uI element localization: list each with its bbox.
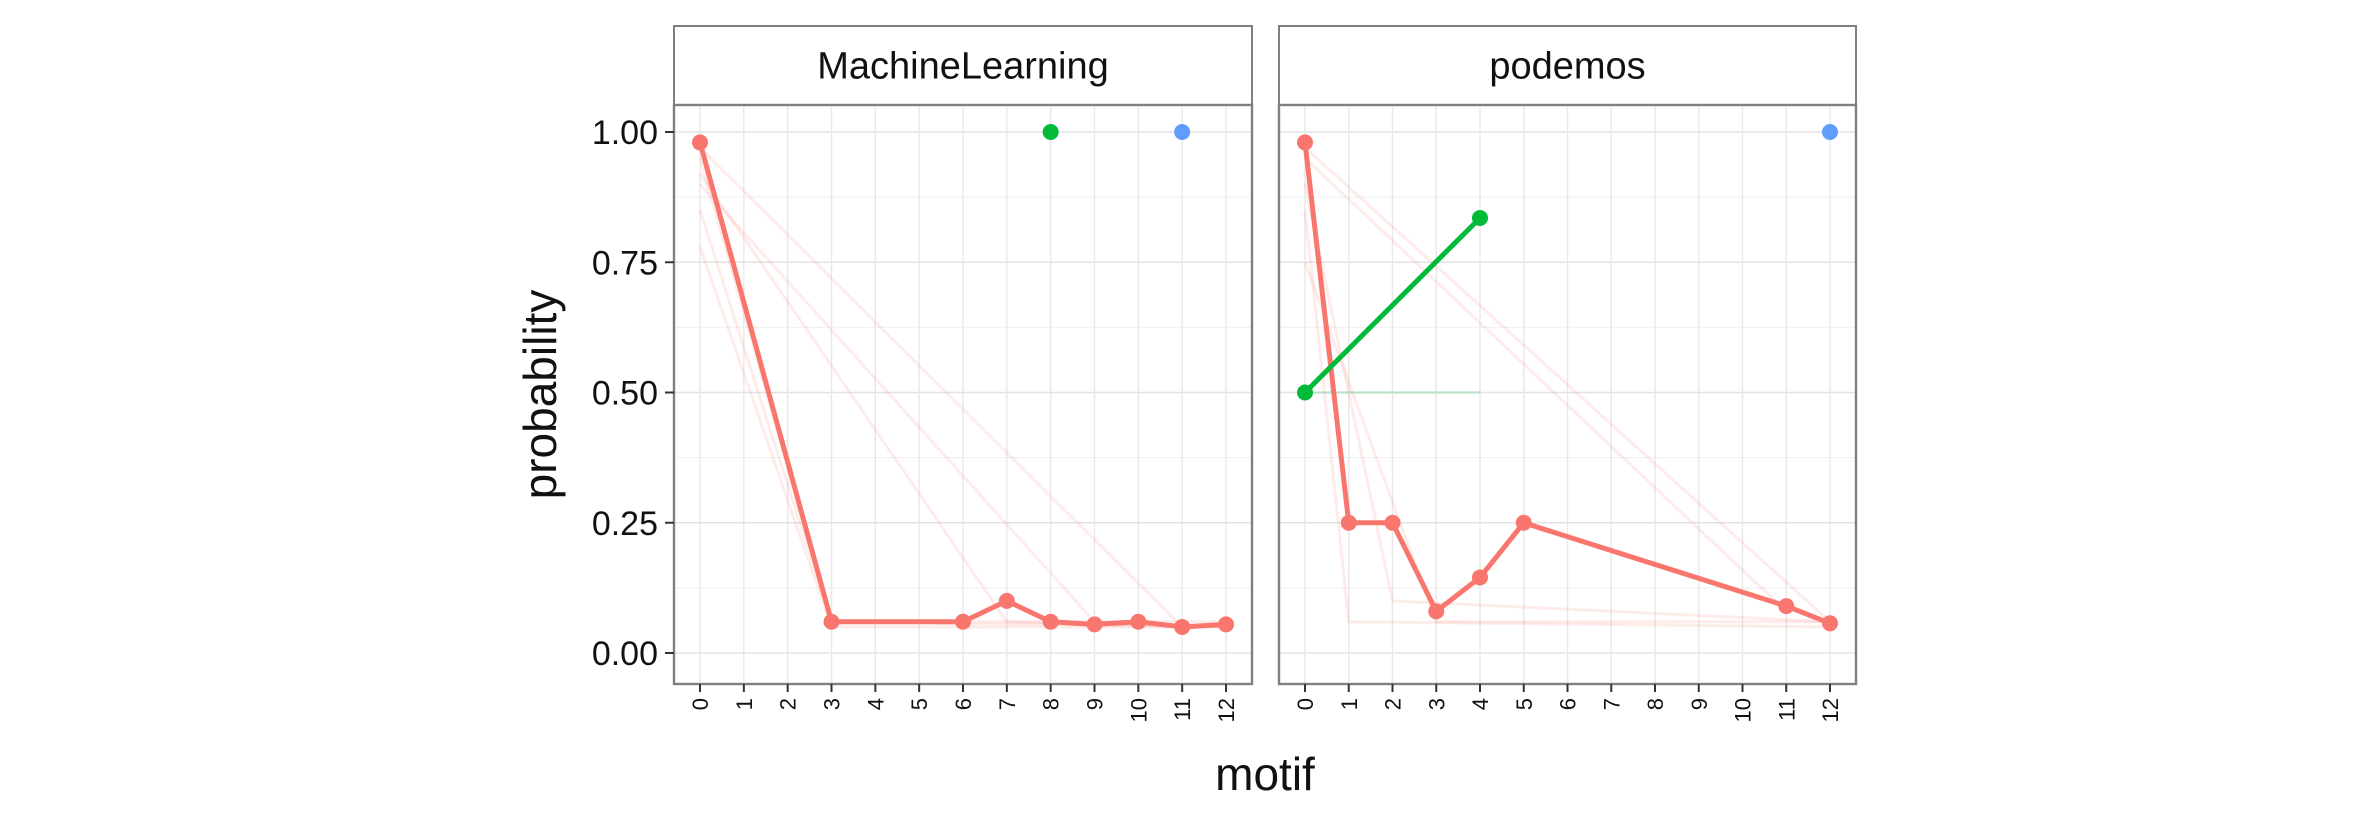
x-tick-label: 6 [951, 698, 976, 710]
x-tick-label: 1 [1337, 698, 1362, 710]
data-point [1340, 514, 1357, 531]
data-point [1042, 613, 1059, 630]
data-point [1174, 618, 1191, 635]
x-tick-label: 2 [776, 698, 801, 710]
x-tick-label: 7 [995, 698, 1020, 710]
x-tick-label: 10 [1731, 698, 1756, 722]
data-point [1778, 598, 1795, 615]
x-tick-label: 9 [1687, 698, 1712, 710]
data-point [1297, 134, 1313, 151]
x-tick-label: 3 [1424, 698, 1449, 710]
data-point [1822, 124, 1838, 140]
data-point [1822, 615, 1838, 632]
x-tick-label: 6 [1556, 698, 1581, 710]
facet-strip-label: MachineLearning [817, 46, 1109, 88]
background-trajectory [1303, 209, 1831, 629]
data-point [1297, 384, 1313, 401]
data-point [1515, 514, 1532, 531]
x-tick-label: 12 [1818, 698, 1843, 722]
data-point [1428, 603, 1445, 620]
data-point [692, 134, 708, 151]
x-tick-label: 2 [1381, 698, 1406, 710]
x-tick-label: 7 [1599, 698, 1624, 710]
y-tick-label: 0.25 [592, 505, 658, 543]
background-trajectory [1303, 156, 1788, 613]
background-trajectory [698, 146, 1184, 629]
x-tick-label: 8 [1039, 698, 1064, 710]
x-tick-label: 0 [1293, 698, 1318, 710]
y-tick-label: 0.75 [592, 244, 658, 282]
x-tick-label: 11 [1774, 698, 1799, 721]
data-point [1472, 209, 1488, 226]
x-tick-label: 3 [820, 698, 845, 710]
data-point [1218, 616, 1234, 633]
data-point [1086, 616, 1103, 633]
x-tick-label: 1 [732, 698, 757, 710]
data-point [1384, 514, 1401, 531]
data-point [955, 613, 971, 630]
data-point [1472, 569, 1488, 586]
data-point [1130, 613, 1147, 630]
y-axis-title: probability [514, 290, 566, 500]
y-tick-label: 1.00 [592, 114, 658, 152]
data-point [1042, 124, 1059, 140]
x-tick-label: 4 [1468, 698, 1493, 710]
x-tick-label: 5 [1512, 698, 1537, 710]
background-trajectory [1303, 146, 1832, 623]
x-axis-title: motif [1215, 748, 1315, 800]
background-trajectory [1303, 183, 1831, 624]
data-point [823, 613, 840, 630]
facet-strip [1278, 25, 1857, 106]
x-tick-label: 10 [1126, 698, 1151, 722]
facet-strip [673, 25, 1253, 106]
y-tick-label: 0.00 [592, 635, 658, 673]
background-trajectory [1303, 261, 1830, 624]
x-tick-label: 8 [1643, 698, 1668, 710]
y-tick-label: 0.50 [592, 375, 658, 413]
data-point [998, 592, 1015, 609]
x-tick-label: 4 [863, 698, 888, 710]
data-point [1174, 124, 1191, 140]
x-tick-label: 9 [1083, 698, 1108, 710]
x-tick-label: 5 [907, 698, 932, 710]
series-line [1303, 216, 1482, 395]
facet-strip-label: podemos [1489, 46, 1645, 88]
x-tick-label: 0 [688, 698, 713, 710]
x-tick-label: 11 [1170, 698, 1195, 721]
x-tick-label: 12 [1214, 698, 1239, 722]
